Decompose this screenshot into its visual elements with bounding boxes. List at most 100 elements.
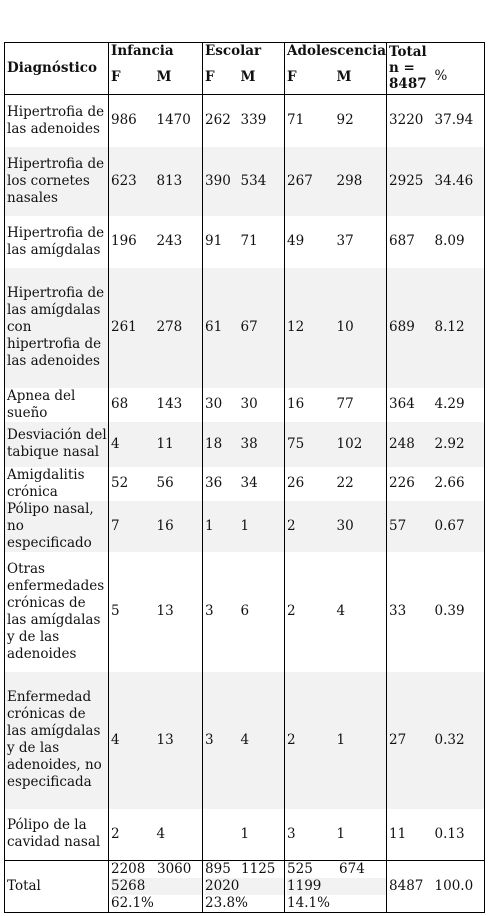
cell-adolescencia-f: 2 [284, 500, 335, 552]
cell-adolescencia-f: 75 [284, 421, 335, 467]
cell-adolescencia-f: 16 [287, 396, 305, 412]
cell-escolar-m: 1 [238, 808, 286, 861]
cell-adolescencia-f: 2 [284, 671, 335, 809]
cell-total: 11 [389, 825, 407, 842]
header-group-adolescencia: Adolescencia [284, 42, 388, 61]
cell-adolescencia-f: 3 [287, 825, 296, 842]
cell-adolescencia-f: 26 [287, 475, 305, 491]
total-adolescencia-m: 674 [339, 861, 365, 877]
cell-total: 3220 [389, 112, 424, 129]
cell-total: 248 [386, 421, 433, 467]
total-escolar-pct: 23.8% [205, 895, 248, 911]
cell-adolescencia-f: 71 [287, 112, 305, 129]
cell-adolescencia-m: 77 [334, 387, 388, 422]
table-row: Pólipo de la cavidad nasal 2 4 1 3 1 11 0.13 [4, 808, 486, 861]
total-escolar-m: 1125 [241, 861, 276, 877]
cell-infancia-f: 196 [111, 233, 137, 249]
cell-infancia-f: 7 [108, 500, 155, 552]
diagnosis-table: Diagnóstico Infancia Escolar Adolescenci… [4, 42, 486, 913]
total-infancia-m: 3060 [157, 861, 192, 877]
cell-percent: 34.46 [432, 146, 486, 216]
cell-adolescencia-f: 12 [284, 267, 335, 388]
table-row: Pólipo nasal, no especificado 7 16 1 1 2 30 57 0… [4, 500, 486, 552]
header-group-infancia: Infancia [108, 42, 204, 61]
cell-infancia-m: 16 [154, 500, 204, 552]
table-row: Hipertrofia de las amígdalas 196 243 91 71 49… [4, 215, 486, 268]
header-total: Total n = 8487 [386, 42, 433, 95]
cell-percent: 2.92 [432, 421, 486, 467]
cell-infancia-f: 68 [111, 396, 129, 412]
cell-total: 27 [386, 671, 433, 809]
total-adolescencia-pct: 14.1% [287, 895, 330, 911]
total-row-pct: 100.0 [432, 860, 486, 913]
header-adolescencia-f: F [284, 60, 335, 95]
cell-infancia-m: 243 [154, 215, 204, 268]
cell-escolar-f: 390 [202, 146, 239, 216]
cell-total: 226 [389, 475, 415, 491]
diagnosis-label: Amigdalitis crónica [4, 466, 109, 501]
header-percent: % [432, 42, 486, 95]
total-infancia-sum: 5268 [111, 878, 203, 895]
cell-total: 689 [386, 267, 433, 388]
table-row: Hipertrofia de las amígdalas con hipertr… [4, 267, 486, 388]
total-adolescencia-f: 525 [287, 861, 313, 877]
total-row-label: Total [4, 860, 109, 913]
header-infancia-m: M [154, 60, 204, 95]
cell-infancia-m: 143 [154, 387, 204, 422]
header-total-n: n = [389, 60, 415, 76]
cell-total: 687 [389, 233, 415, 249]
cell-escolar-m: 34 [238, 466, 286, 501]
cell-escolar-m: 4 [238, 671, 286, 809]
header-escolar-m: M [238, 60, 286, 95]
cell-total: 33 [389, 603, 407, 619]
cell-escolar-m: 534 [238, 146, 286, 216]
header-group-escolar: Escolar [202, 42, 286, 61]
cell-infancia-f: 623 [108, 146, 155, 216]
header-adolescencia-m: M [334, 60, 388, 95]
cell-escolar-f: 91 [205, 233, 223, 249]
cell-percent: 0.13 [432, 808, 486, 861]
cell-adolescencia-f: 267 [284, 146, 335, 216]
cell-escolar-m: 67 [238, 267, 286, 388]
cell-escolar-f: 36 [205, 475, 223, 491]
header-diagnostico: Diagnóstico [4, 42, 109, 95]
total-row: Total 2208 3060 5268 62.1% 895 1125 2020 2… [4, 860, 486, 913]
cell-adolescencia-m: 298 [334, 146, 388, 216]
diagnosis-label: Hipertrofia de los cornetes nasales [4, 146, 109, 216]
cell-infancia-m: 11 [154, 421, 204, 467]
total-adolescencia-sum: 1199 [287, 878, 387, 895]
cell-escolar-f [203, 809, 239, 861]
cell-total: 2925 [386, 146, 433, 216]
cell-adolescencia-m: 92 [334, 94, 388, 147]
total-infancia-f: 2208 [111, 861, 146, 877]
table-row: Desviación del tabique nasal 4 11 18 38 75 102… [4, 421, 486, 467]
cell-infancia-m: 13 [154, 551, 204, 672]
cell-percent: 8.12 [432, 267, 486, 388]
table-row: Apnea del sueño 68 143 30 30 16 77 364 4.29 [4, 387, 486, 422]
cell-escolar-f: 30 [205, 396, 223, 412]
cell-adolescencia-m: 10 [334, 267, 388, 388]
cell-percent: 8.09 [432, 215, 486, 268]
cell-percent: 4.29 [432, 387, 486, 422]
total-infancia: 2208 3060 5268 62.1% [108, 860, 204, 913]
cell-escolar-f: 3 [202, 671, 239, 809]
total-escolar-f: 895 [205, 861, 231, 877]
cell-adolescencia-m: 37 [334, 215, 388, 268]
cell-percent: 0.32 [432, 671, 486, 809]
cell-escolar-m: 6 [238, 551, 286, 672]
header-infancia-f: F [108, 60, 155, 95]
cell-escolar-m: 30 [238, 387, 286, 422]
header-escolar-f: F [202, 60, 239, 95]
cell-escolar-f: 18 [202, 421, 239, 467]
diagnosis-label: Hipertrofia de las amígdalas [4, 215, 109, 268]
cell-escolar-f: 1 [202, 500, 239, 552]
cell-adolescencia-m: 30 [334, 500, 388, 552]
cell-infancia-m: 13 [154, 671, 204, 809]
cell-adolescencia-m: 22 [334, 466, 388, 501]
cell-adolescencia-f: 49 [287, 233, 305, 249]
cell-total: 364 [389, 396, 415, 412]
header-total-count: 8487 [389, 76, 427, 92]
cell-infancia-f: 52 [111, 475, 129, 491]
cell-infancia-f: 4 [108, 671, 155, 809]
cell-adolescencia-m: 1 [334, 671, 388, 809]
